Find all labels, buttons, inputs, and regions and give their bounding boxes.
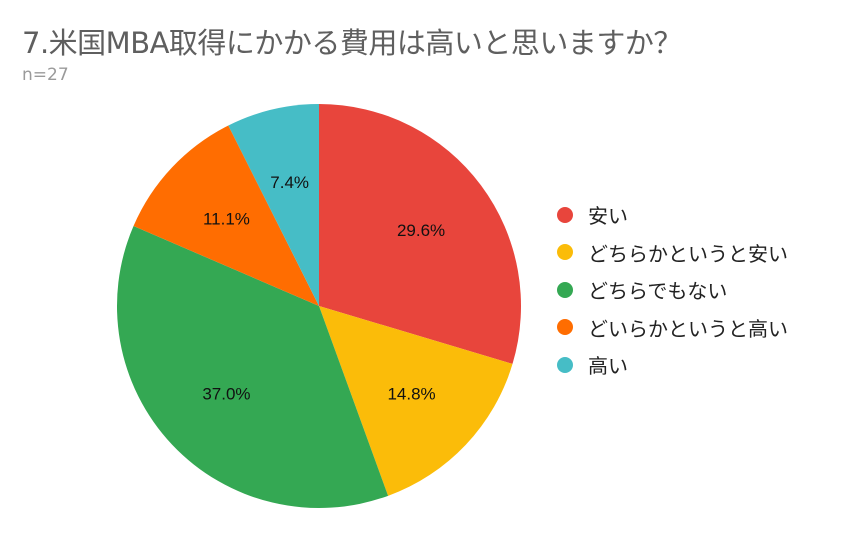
pie-slice[interactable] bbox=[117, 225, 389, 508]
legend-dot-icon bbox=[557, 206, 573, 223]
sample-size: n=27 bbox=[22, 65, 69, 85]
legend-item-somewhat-cheap[interactable]: どちらかというと安い bbox=[557, 234, 788, 272]
legend-dot-icon bbox=[557, 281, 573, 298]
legend-item-neutral[interactable]: どちらでもない bbox=[557, 271, 788, 309]
legend-dot-icon bbox=[557, 356, 573, 373]
legend-label: どちらかというと安い bbox=[588, 241, 788, 266]
legend-label: 高い bbox=[588, 354, 628, 379]
legend-dot-icon bbox=[557, 319, 573, 336]
legend-item-somewhat-expensive[interactable]: どいらかというと高い bbox=[557, 309, 788, 347]
legend-item-expensive[interactable]: 高い bbox=[557, 346, 788, 384]
legend-label: 安い bbox=[588, 204, 628, 229]
pie-slice[interactable] bbox=[319, 306, 513, 496]
slice-value-label: 14.8% bbox=[387, 384, 435, 403]
legend-label: どちらでもない bbox=[588, 279, 728, 304]
pie-labels: 29.6% 14.8% 37.0% 11.1% 7.4% bbox=[202, 173, 445, 403]
pie-slices bbox=[117, 104, 521, 508]
pie-slice[interactable] bbox=[133, 125, 319, 306]
slice-value-label: 29.6% bbox=[397, 221, 445, 240]
slice-value-label: 37.0% bbox=[202, 384, 250, 403]
pie-slice[interactable] bbox=[319, 104, 521, 364]
slice-value-label: 7.4% bbox=[270, 173, 309, 192]
legend: 安い どちらかというと安い どちらでもない どいらかというと高い 高い bbox=[557, 196, 788, 384]
legend-dot-icon bbox=[557, 244, 573, 261]
pie-slice[interactable] bbox=[228, 104, 319, 306]
slice-value-label: 11.1% bbox=[203, 210, 250, 229]
chart-title: 7.米国MBA取得にかかる費用は高いと思いますか？ bbox=[22, 26, 682, 60]
legend-item-cheap[interactable]: 安い bbox=[557, 196, 788, 234]
legend-label: どいらかというと高い bbox=[588, 316, 788, 341]
